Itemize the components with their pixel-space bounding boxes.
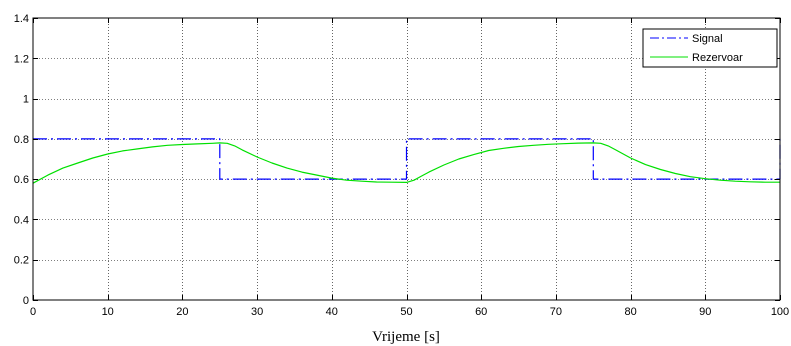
y-tick-label: 1 — [23, 94, 29, 106]
x-tick-label: 70 — [550, 306, 562, 318]
x-tick-label: 60 — [475, 306, 487, 318]
plot-frame — [32, 17, 781, 301]
series-line-signal — [33, 138, 781, 180]
legend-signal-label: Signal — [692, 33, 723, 45]
x-axis-label: Vrijeme [s] — [372, 329, 440, 345]
x-tick-label: 80 — [624, 306, 636, 318]
legend: Signal Rezervoar — [642, 28, 778, 68]
legend-box — [642, 28, 778, 68]
x-tick-label: 50 — [400, 306, 412, 318]
x-tick-label: 10 — [102, 306, 114, 318]
x-tick-label: 90 — [699, 306, 711, 318]
legend-rezervoar-label: Rezervoar — [692, 52, 743, 64]
y-tick-label: 1.4 — [14, 13, 29, 25]
y-tick-label: 1.2 — [14, 53, 29, 65]
x-tick-label: 30 — [251, 306, 263, 318]
y-tick-label: 0.6 — [14, 174, 29, 186]
x-tick-label: 100 — [771, 306, 789, 318]
y-tick-label: 0 — [23, 295, 29, 307]
y-tick-label: 0.4 — [14, 214, 29, 226]
x-tick-label: 0 — [30, 306, 36, 318]
y-tick-label: 0.8 — [14, 134, 29, 146]
y-tick-label: 0.2 — [14, 255, 29, 267]
x-tick-label: 20 — [176, 306, 188, 318]
series-line-rezervoar — [32, 142, 780, 184]
axis-ticks: 0 10 20 30 40 50 60 70 80 90 100 0 0.2 0.4 0.6 0.8 1 1.2 1… — [14, 13, 789, 318]
x-tick-label: 40 — [326, 306, 338, 318]
series-lines — [32, 138, 781, 184]
